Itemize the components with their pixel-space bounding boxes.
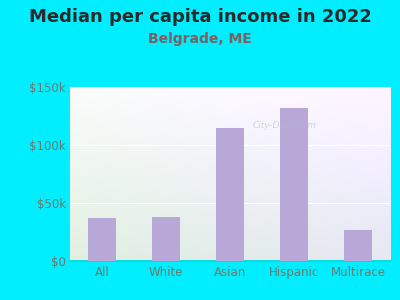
- Bar: [152, 217, 180, 261]
- Bar: [280, 108, 308, 261]
- Text: Belgrade, ME: Belgrade, ME: [148, 32, 252, 46]
- Text: City-Data.com: City-Data.com: [252, 121, 316, 130]
- Bar: [344, 230, 372, 261]
- Text: Median per capita income in 2022: Median per capita income in 2022: [28, 8, 372, 26]
- Bar: [88, 218, 116, 261]
- Bar: [216, 128, 244, 261]
